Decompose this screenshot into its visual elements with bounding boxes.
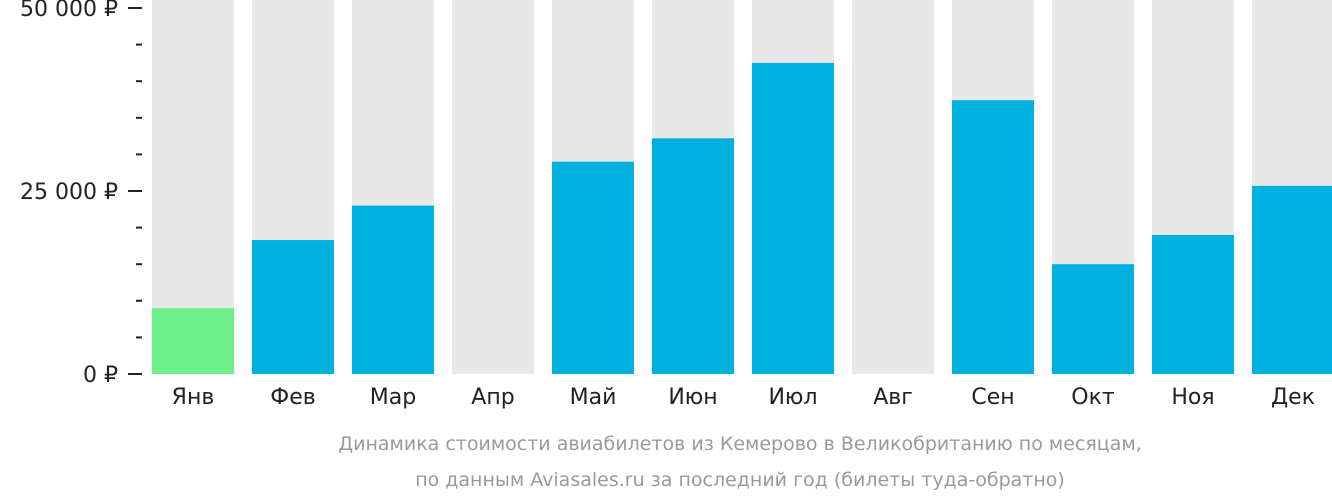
x-tick-label: Апр — [471, 385, 514, 410]
x-tick-label: Май — [570, 385, 617, 410]
y-tick-label: 50 000 ₽ — [20, 0, 118, 22]
x-tick-label: Янв — [172, 385, 215, 410]
y-axis: 50 000 ₽ 25 000 ₽ 0 ₽ — [20, 0, 142, 388]
background-bar-8 — [852, 0, 934, 374]
caption-line-1: Динамика стоимости авиабилетов из Кемеро… — [338, 433, 1141, 455]
caption-line-2: по данным Aviasales.ru за последний год … — [415, 469, 1065, 491]
bar-11 — [1152, 234, 1234, 374]
x-tick-label: Дек — [1271, 385, 1315, 410]
bar-7 — [752, 62, 834, 375]
x-tick-label: Окт — [1071, 385, 1115, 410]
bar-9 — [952, 100, 1034, 375]
x-tick-label: Авг — [873, 385, 913, 410]
bar-12 — [1252, 185, 1332, 374]
y-tick-label: 25 000 ₽ — [20, 180, 118, 205]
y-tick-label: 0 ₽ — [83, 363, 118, 388]
x-tick-label: Июн — [668, 385, 717, 410]
bar-6 — [652, 138, 734, 374]
x-tick-label: Сен — [971, 385, 1014, 410]
x-tick-label: Ноя — [1171, 385, 1214, 410]
bar-5 — [552, 161, 634, 374]
bar-3 — [352, 205, 434, 374]
x-axis: Янв Фев Мар Апр Май Июн Июл Авг Сен Окт Ноя Дек — [172, 385, 1315, 410]
bar-2 — [252, 240, 334, 374]
bar-10 — [1052, 264, 1134, 374]
background-bar-4 — [452, 0, 534, 374]
bar-1 — [152, 308, 234, 374]
x-tick-label: Мар — [370, 385, 416, 410]
x-tick-label: Июл — [768, 385, 817, 410]
data-bars — [152, 62, 1332, 375]
x-tick-label: Фев — [270, 385, 315, 410]
